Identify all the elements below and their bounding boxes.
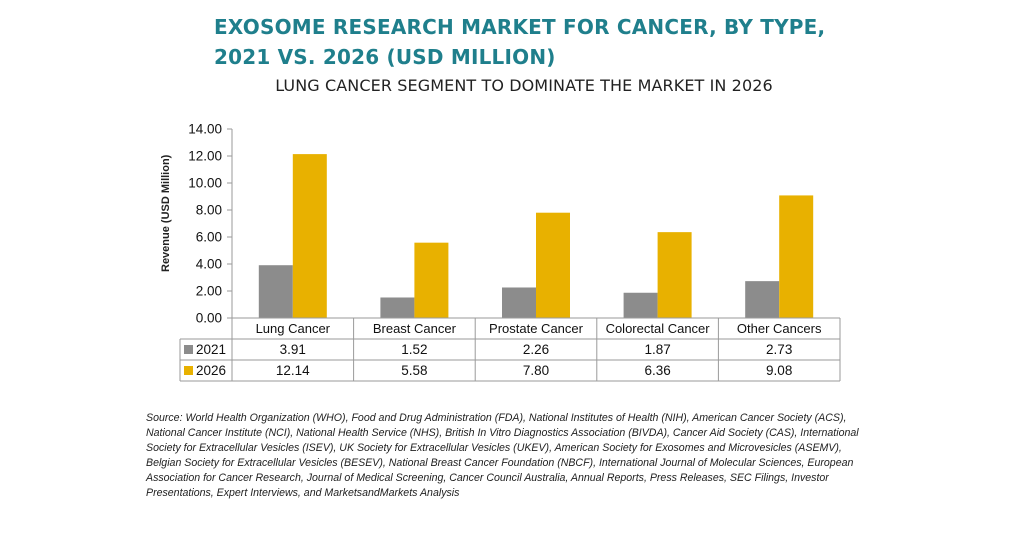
y-tick-label: 12.00 [188,149,222,164]
x-tick-label: Colorectal Cancer [606,321,711,336]
legend-swatch-2026 [184,366,193,375]
x-tick-label: Breast Cancer [373,321,457,336]
y-tick-label: 2.00 [196,284,222,299]
y-tick-label: 10.00 [188,176,222,191]
data-label: 1.52 [401,342,427,357]
bar-2021-colorectal-cancer [623,292,658,318]
data-label: 2.26 [523,342,549,357]
chart-subtitle: LUNG CANCER SEGMENT TO DOMINATE THE MARK… [275,76,773,95]
bar-2026-colorectal-cancer [657,232,692,318]
x-tick-label: Lung Cancer [256,321,331,336]
source-note: Source: World Health Organization (WHO),… [146,412,859,499]
x-tick-label: Other Cancers [737,321,822,336]
bar-2021-lung-cancer [258,265,293,318]
legend-label-2021: 2021 [196,342,226,357]
legend-swatch-2021 [184,345,193,354]
bar-2021-prostate-cancer [502,287,536,318]
bar-2021-breast-cancer [380,297,415,318]
data-label: 3.91 [280,342,306,357]
data-label: 7.80 [523,363,549,378]
bar-2026-other-cancers [779,195,814,318]
data-label: 5.58 [401,363,427,378]
y-tick-label: 0.00 [196,311,222,326]
legend-label-2026: 2026 [196,363,226,378]
data-label: 12.14 [276,363,310,378]
data-label: 1.87 [644,342,670,357]
y-tick-label: 8.00 [196,203,222,218]
data-label: 2.73 [766,342,792,357]
bar-2026-lung-cancer [292,154,327,318]
bar-2026-breast-cancer [414,242,449,318]
data-label: 6.36 [644,363,670,378]
chart-title: EXOSOME RESEARCH MARKET FOR CANCER, BY T… [214,15,826,69]
x-tick-label: Prostate Cancer [489,321,584,336]
bar-chart: 0.00 2.00 4.00 6.00 8.00 10.00 12.00 14.00 Lung … [179,122,841,382]
y-tick-label: 14.00 [188,122,222,137]
y-tick-label: 6.00 [196,230,222,245]
bar-2021-other-cancers [745,281,780,318]
bar-2026-prostate-cancer [536,212,570,318]
data-label: 9.08 [766,363,792,378]
y-tick-label: 4.00 [196,257,222,272]
